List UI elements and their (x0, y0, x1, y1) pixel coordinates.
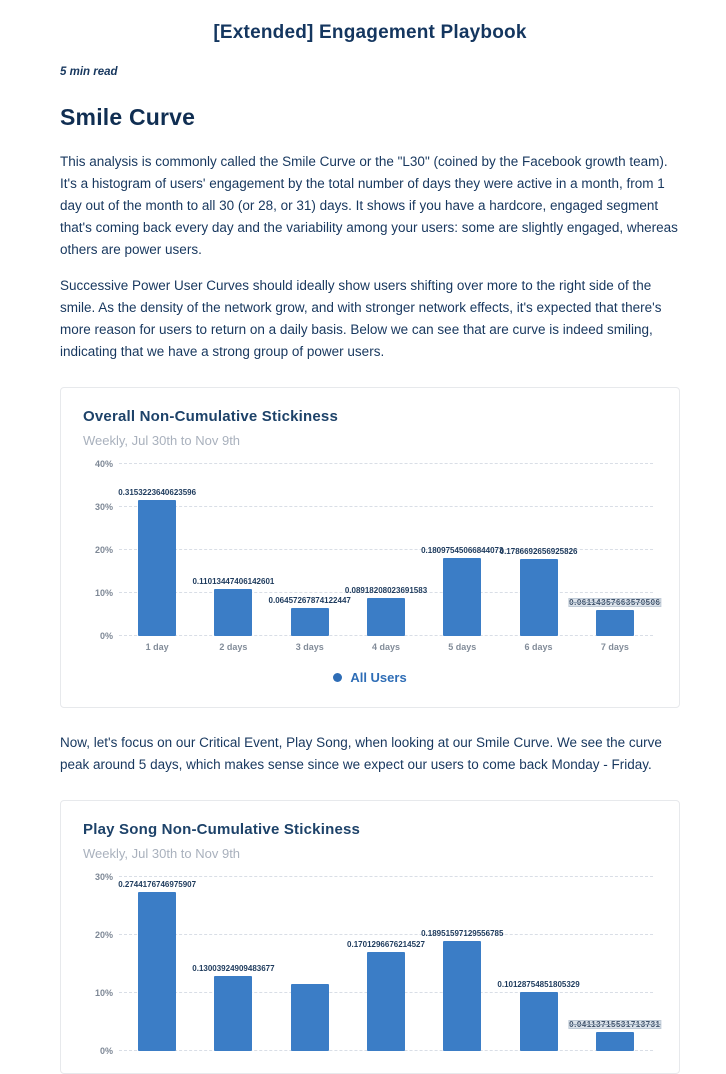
chart-card-overall-stickiness: Overall Non-Cumulative Stickiness Weekly… (60, 387, 680, 708)
gridline (119, 876, 653, 877)
x-axis-label: 6 days (524, 642, 553, 652)
y-axis-tick: 40% (94, 459, 113, 469)
x-axis-label: 7 days (600, 642, 629, 652)
paragraph-smile-curve-1: This analysis is commonly called the Smi… (60, 154, 678, 257)
document-page: [Extended] Engagement Playbook 5 min rea… (0, 22, 726, 1074)
bar-column: 0.1701296676214527 (347, 877, 425, 1051)
y-axis-tick: 20% (94, 545, 113, 555)
bar-column: 0.2744176746975907 (118, 877, 197, 1051)
y-axis-tick: 10% (94, 588, 113, 598)
bar-value-label: 0.1786692656925826 (499, 547, 578, 557)
bar-column: 0.06114357663570506 (568, 464, 662, 636)
x-axis-label: 4 days (371, 642, 400, 652)
bar-column: 0.13003924909483677 (192, 877, 275, 1051)
bar[interactable] (443, 558, 482, 636)
bar[interactable] (595, 609, 634, 636)
bar[interactable] (138, 891, 177, 1051)
gridline (119, 934, 653, 935)
bar[interactable] (595, 1032, 634, 1051)
chart-title: Play Song Non-Cumulative Stickiness (83, 821, 361, 838)
y-axis-tick: 30% (94, 502, 113, 512)
x-axis-label: 3 days (295, 642, 324, 652)
bar-value-label: 0.3153223640623596 (118, 488, 197, 498)
x-axis-label: 1 day (145, 642, 169, 652)
chart-subtitle: Weekly, Jul 30th to Nov 9th (83, 846, 241, 861)
gridline (119, 549, 653, 550)
bar-value-label: 0.06114357663570506 (568, 597, 662, 607)
legend-label: All Users (350, 670, 407, 685)
bar-value-label: 0.13003924909483677 (192, 963, 275, 973)
y-axis-tick: 10% (94, 988, 113, 998)
bar[interactable] (290, 608, 329, 636)
chart-title: Overall Non-Cumulative Stickiness (83, 408, 339, 425)
read-time: 5 min read (60, 66, 118, 78)
bar-value-label: 0.06457267874122447 (268, 596, 351, 606)
bar-column (272, 877, 348, 1051)
chart-subtitle: Weekly, Jul 30th to Nov 9th (83, 433, 241, 448)
bar[interactable] (214, 588, 253, 636)
x-axis-label: 2 days (219, 642, 248, 652)
bar-column: 0.11013447406142601 (192, 464, 275, 636)
chart-card-play-song-stickiness: Play Song Non-Cumulative Stickiness Week… (60, 800, 680, 1074)
bar-value-label: 0.08918208023691583 (344, 585, 428, 595)
y-axis-tick: 0% (99, 1046, 113, 1056)
legend-dot-icon (333, 673, 343, 682)
bar[interactable] (519, 992, 558, 1051)
y-axis-tick: 30% (94, 872, 113, 882)
plot-area: 0% 10% 20% 30% 40% 0.3153223640623596 0.110134… (95, 459, 662, 641)
bar-chart-overall-stickiness: 0% 10% 20% 30% 40% 0.3153223640623596 0.110134… (83, 459, 662, 652)
bar-column: 0.3153223640623596 (118, 464, 197, 636)
gridline (119, 506, 653, 507)
bars-row: 0.2744176746975907 0.13003924909483677 0.1… (118, 877, 662, 1051)
x-axis-label: 5 days (448, 642, 477, 652)
bar-value-label: 0.18097545066844073 (421, 546, 504, 556)
bar-value-label: 0.10128754851805329 (497, 980, 580, 990)
bar-column: 0.10128754851805329 (497, 877, 580, 1051)
bar-column: 0.1786692656925826 (499, 464, 578, 636)
y-axis-tick: 0% (99, 631, 113, 641)
x-axis-labels: 1 day 2 days 3 days 4 days 5 days 6 days 7 day… (119, 642, 653, 652)
plot-area: 0% 10% 20% 30% 0.2744176746975907 0.130039249… (95, 872, 662, 1056)
gridline (119, 592, 653, 593)
bar[interactable] (519, 559, 558, 636)
page-title: [Extended] Engagement Playbook (213, 22, 527, 43)
gridline (119, 463, 653, 464)
bar[interactable] (214, 975, 253, 1051)
section-heading: Smile Curve (60, 104, 196, 130)
bar-chart-play-song-stickiness: 0% 10% 20% 30% 0.2744176746975907 0.130039249… (83, 872, 662, 1056)
bar-value-label: 0.1701296676214527 (347, 940, 425, 950)
bar-column: 0.08918208023691583 (344, 464, 428, 636)
bar-column: 0.18951597129556785 (421, 877, 504, 1051)
bar[interactable] (138, 500, 177, 636)
bar-value-label: 0.18951597129556785 (421, 929, 504, 939)
bar[interactable] (290, 984, 329, 1051)
y-axis-tick: 20% (94, 930, 113, 940)
bar[interactable] (443, 941, 482, 1051)
bar[interactable] (366, 952, 405, 1051)
bar[interactable] (366, 597, 405, 636)
paragraph-play-song: Now, let's focus on our Critical Event, … (60, 735, 662, 772)
bar-column: 0.06457267874122447 (268, 464, 351, 636)
bar-value-label: 0.04113715531713731 (568, 1020, 662, 1030)
bars-row: 0.3153223640623596 0.11013447406142601 0.0… (118, 464, 662, 636)
chart-legend-item-all-users[interactable]: All Users (83, 670, 657, 685)
bar-value-label: 0.2744176746975907 (118, 879, 197, 889)
bar-value-label: 0.11013447406142601 (192, 576, 275, 586)
paragraph-smile-curve-2: Successive Power User Curves should idea… (60, 278, 662, 359)
bar-column: 0.04113715531713731 (568, 877, 662, 1051)
bar-column: 0.18097545066844073 (421, 464, 504, 636)
